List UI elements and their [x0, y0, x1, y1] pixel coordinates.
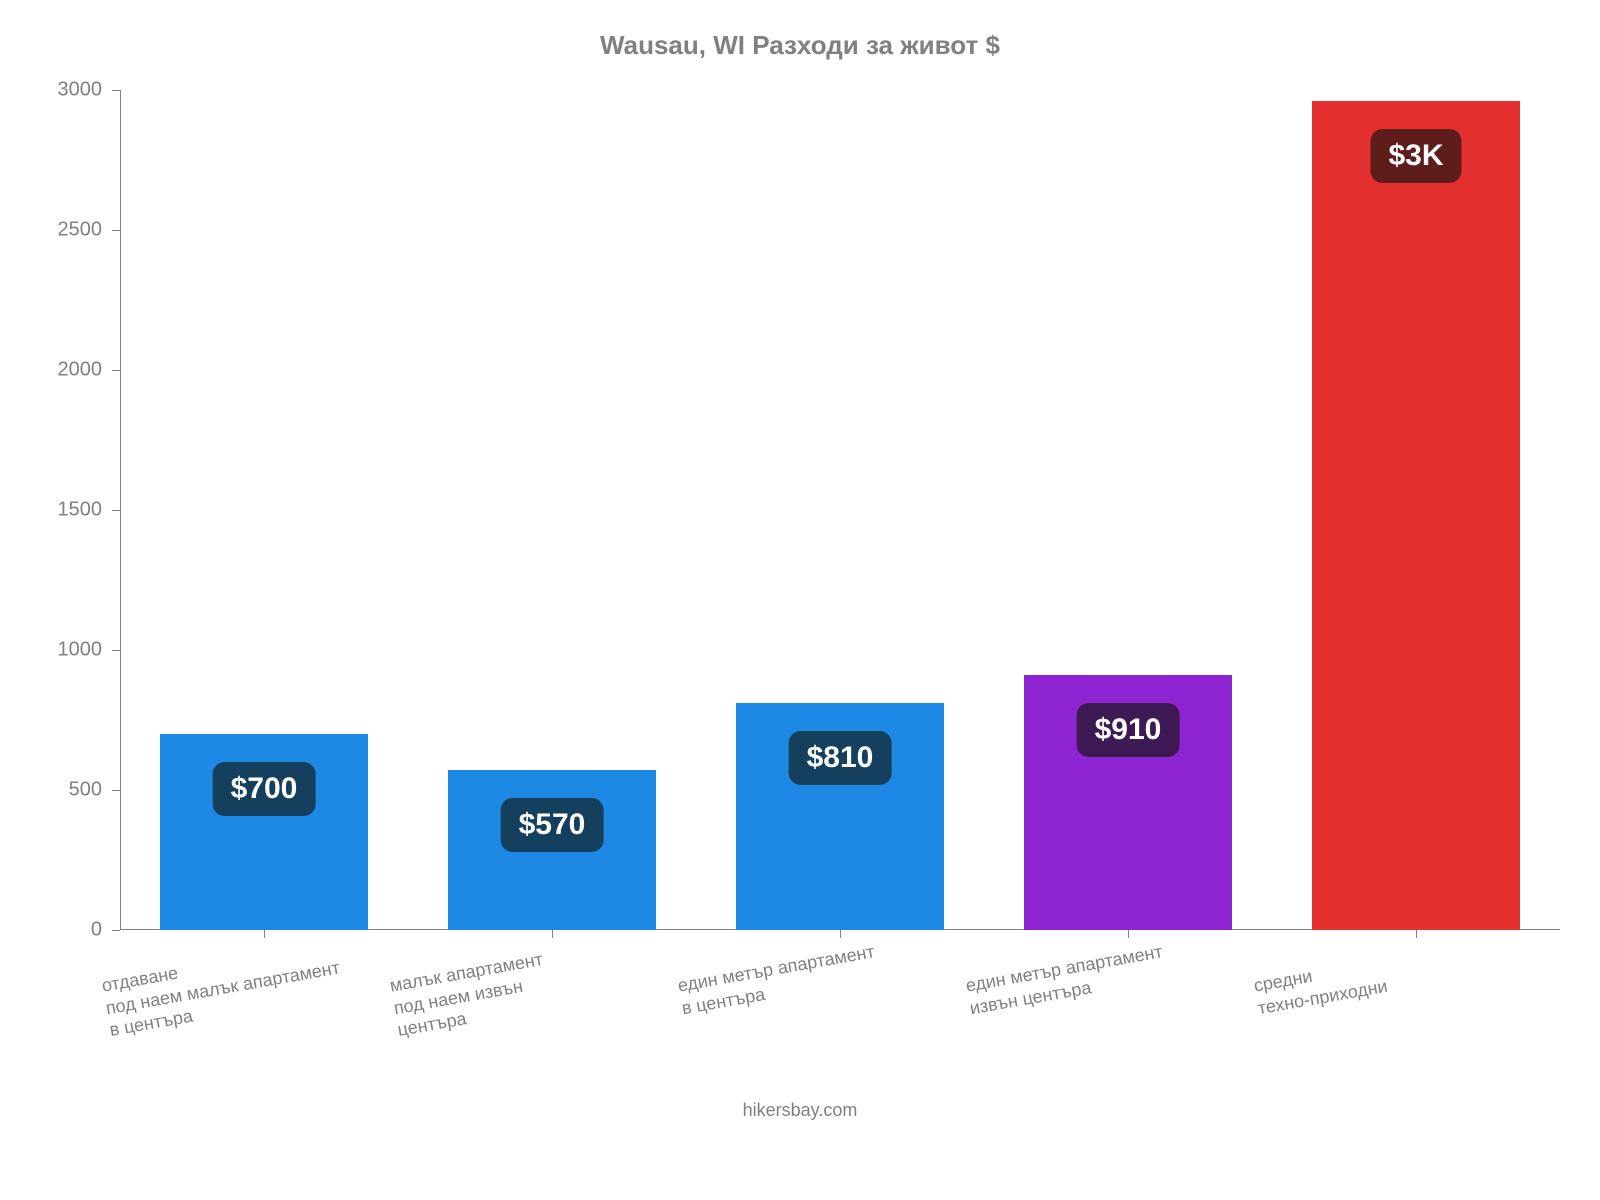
x-tick: [264, 930, 265, 938]
plot-area: 050010001500200025003000$700отдаване под…: [120, 90, 1560, 930]
y-tick-label: 2000: [42, 359, 102, 382]
bar: $3K: [1312, 101, 1519, 930]
cost-of-living-chart: Wausau, WI Разходи за живот $ 0500100015…: [0, 0, 1600, 1200]
y-tick-label: 1000: [42, 639, 102, 662]
y-axis-line: [120, 90, 121, 930]
chart-title: Wausau, WI Разходи за живот $: [0, 30, 1600, 61]
y-tick: [112, 510, 120, 511]
x-tick: [1416, 930, 1417, 938]
bar: $700: [160, 734, 367, 930]
y-tick: [112, 230, 120, 231]
y-tick: [112, 90, 120, 91]
y-tick-label: 1500: [42, 499, 102, 522]
bar-value-badge: $570: [501, 798, 604, 852]
x-tick-label: отдаване под наем малък апартамент в цен…: [100, 934, 345, 1042]
y-tick-label: 0: [42, 919, 102, 942]
y-tick-label: 3000: [42, 79, 102, 102]
bar: $570: [448, 770, 655, 930]
y-tick: [112, 370, 120, 371]
x-tick: [840, 930, 841, 938]
bar: $810: [736, 703, 943, 930]
attribution-text: hikersbay.com: [0, 1100, 1600, 1121]
y-tick-label: 500: [42, 779, 102, 802]
x-tick-label: средни техно-приходни: [1252, 952, 1389, 1019]
y-tick-label: 2500: [42, 219, 102, 242]
x-tick-label: един метър апартамент в центъра: [676, 940, 880, 1019]
bar-value-badge: $700: [213, 762, 316, 816]
x-tick-label: един метър апартамент извън центъра: [964, 940, 1168, 1019]
x-tick: [1128, 930, 1129, 938]
bar-value-badge: $810: [789, 731, 892, 785]
bar-value-badge: $910: [1077, 703, 1180, 757]
y-tick: [112, 930, 120, 931]
bar: $910: [1024, 675, 1231, 930]
x-tick: [552, 930, 553, 938]
y-tick: [112, 790, 120, 791]
x-tick-label: малък апартамент под наем извън центъра: [388, 948, 552, 1041]
bar-value-badge: $3K: [1370, 129, 1461, 183]
y-tick: [112, 650, 120, 651]
